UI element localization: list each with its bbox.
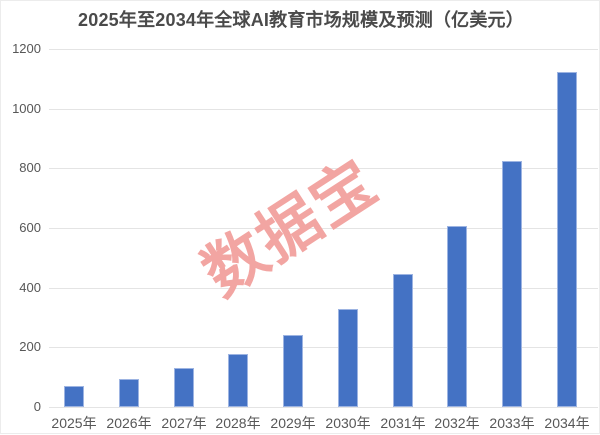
bar-2030年: [338, 309, 358, 407]
y-axis-tick-label: 400: [19, 280, 41, 295]
x-axis-tick-label: 2033年: [489, 415, 535, 431]
gridline-1000: [49, 109, 598, 110]
bar-2028年: [228, 354, 248, 407]
x-axis-tick-label: 2030年: [325, 415, 371, 431]
gridline-0: [49, 407, 598, 408]
y-axis-tick-label: 0: [33, 399, 41, 414]
bar-2025年: [64, 386, 84, 407]
x-axis-tick-label: 2032年: [434, 415, 480, 431]
bar-2029年: [283, 335, 303, 407]
bar-2026年: [119, 379, 139, 407]
chart-title: 2025年至2034年全球AI教育市场规模及预测（亿美元）: [78, 10, 524, 30]
bar-2033年: [502, 161, 522, 407]
x-axis-tick-label: 2034年: [544, 415, 590, 431]
gridline-1200: [49, 49, 598, 50]
y-axis-tick-label: 1000: [12, 101, 41, 116]
y-axis-tick-label: 200: [19, 339, 41, 354]
gridline-600: [49, 228, 598, 229]
bar-2032年: [447, 226, 467, 407]
x-axis-tick-label: 2026年: [106, 415, 152, 431]
bar-2031年: [393, 274, 413, 407]
gridline-400: [49, 288, 598, 289]
gridline-800: [49, 168, 598, 169]
y-axis-tick-label: 1200: [12, 41, 41, 56]
x-axis-tick-label: 2031年: [380, 415, 426, 431]
bar-2034年: [557, 72, 577, 407]
gridline-200: [49, 347, 598, 348]
x-axis-tick-label: 2029年: [270, 415, 316, 431]
x-axis-tick-label: 2027年: [161, 415, 207, 431]
x-axis-tick-label: 2028年: [215, 415, 261, 431]
y-axis-tick-label: 600: [19, 220, 41, 235]
bar-2027年: [174, 368, 194, 407]
y-axis-tick-label: 800: [19, 160, 41, 175]
x-axis-tick-label: 2025年: [51, 415, 97, 431]
